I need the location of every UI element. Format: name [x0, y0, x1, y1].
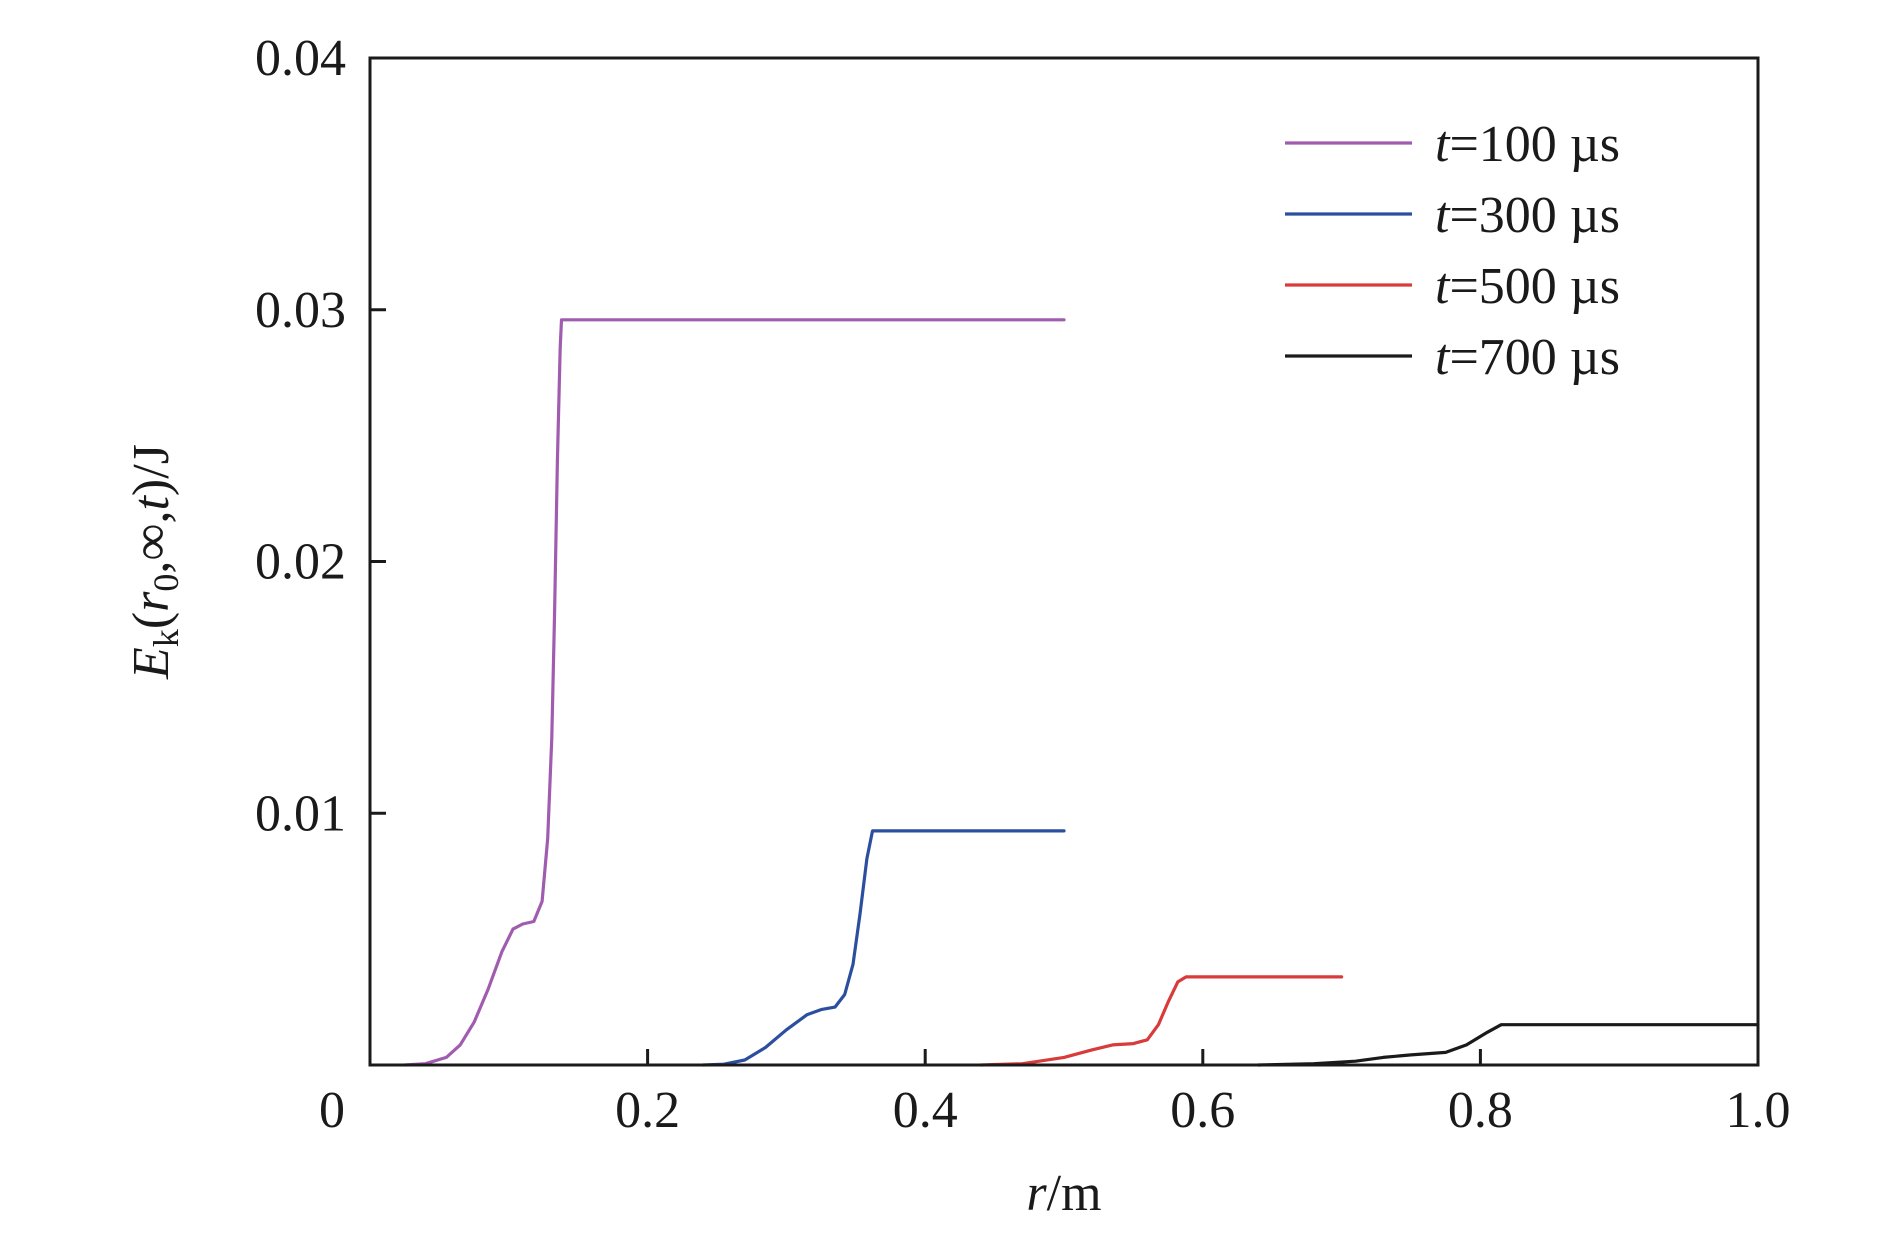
x-axis-label-var: r	[1026, 1165, 1047, 1222]
y-label-open: (	[123, 612, 180, 629]
y-tick-label: 0.02	[255, 534, 346, 591]
legend-value: =500 µs	[1449, 258, 1620, 315]
legend-value: =100 µs	[1449, 116, 1620, 173]
y-label-r: r	[123, 591, 180, 612]
series-layer	[403, 318, 1760, 1067]
y-label-close: )/J	[123, 444, 180, 496]
y-label-sub-k: k	[146, 629, 186, 647]
legend: t=100 µst=300 µst=500 µst=700 µs	[1285, 116, 1620, 386]
legend-value: =300 µs	[1449, 187, 1620, 244]
legend-var: t	[1435, 116, 1451, 173]
series-line-4	[1256, 1023, 1760, 1067]
legend-entry-1: t=100 µs	[1435, 116, 1620, 173]
y-axis-ticks: 0.01 0.02 0.03 0.04	[255, 30, 386, 842]
series-line-3	[979, 975, 1344, 1067]
series-line-1	[403, 318, 1066, 1067]
x-tick-label: 0.6	[1170, 1082, 1235, 1139]
legend-var: t	[1435, 258, 1451, 315]
y-label-sub-0: 0	[146, 574, 186, 592]
series-line-2	[701, 829, 1066, 1067]
x-tick-label: 0.4	[893, 1082, 958, 1139]
y-label-t: t	[123, 495, 180, 511]
x-axis-label-unit: /m	[1047, 1165, 1102, 1222]
legend-value: =700 µs	[1449, 329, 1620, 386]
legend-var: t	[1435, 187, 1451, 244]
y-axis-label: Ek(r0,∞,t)/J	[123, 444, 186, 680]
plot-frame	[368, 56, 1760, 1067]
legend-entry-4: t=700 µs	[1435, 329, 1620, 386]
y-label-mid: ,∞,	[123, 511, 180, 574]
legend-entry-3: t=500 µs	[1435, 258, 1620, 315]
legend-var: t	[1435, 329, 1451, 386]
x-axis-ticks: 0 0.2 0.4 0.6 0.8 1.0	[319, 1049, 1791, 1139]
y-tick-label: 0.03	[255, 282, 346, 339]
legend-entry-2: t=300 µs	[1435, 187, 1620, 244]
y-tick-label: 0.04	[255, 30, 346, 87]
y-label-e: E	[123, 647, 180, 680]
x-tick-label: 0.8	[1448, 1082, 1513, 1139]
x-tick-label: 1.0	[1726, 1082, 1791, 1139]
x-tick-label: 0	[319, 1082, 345, 1139]
x-axis-label: r/m	[1026, 1165, 1101, 1222]
x-tick-label: 0.2	[615, 1082, 680, 1139]
y-tick-label: 0.01	[255, 785, 346, 842]
